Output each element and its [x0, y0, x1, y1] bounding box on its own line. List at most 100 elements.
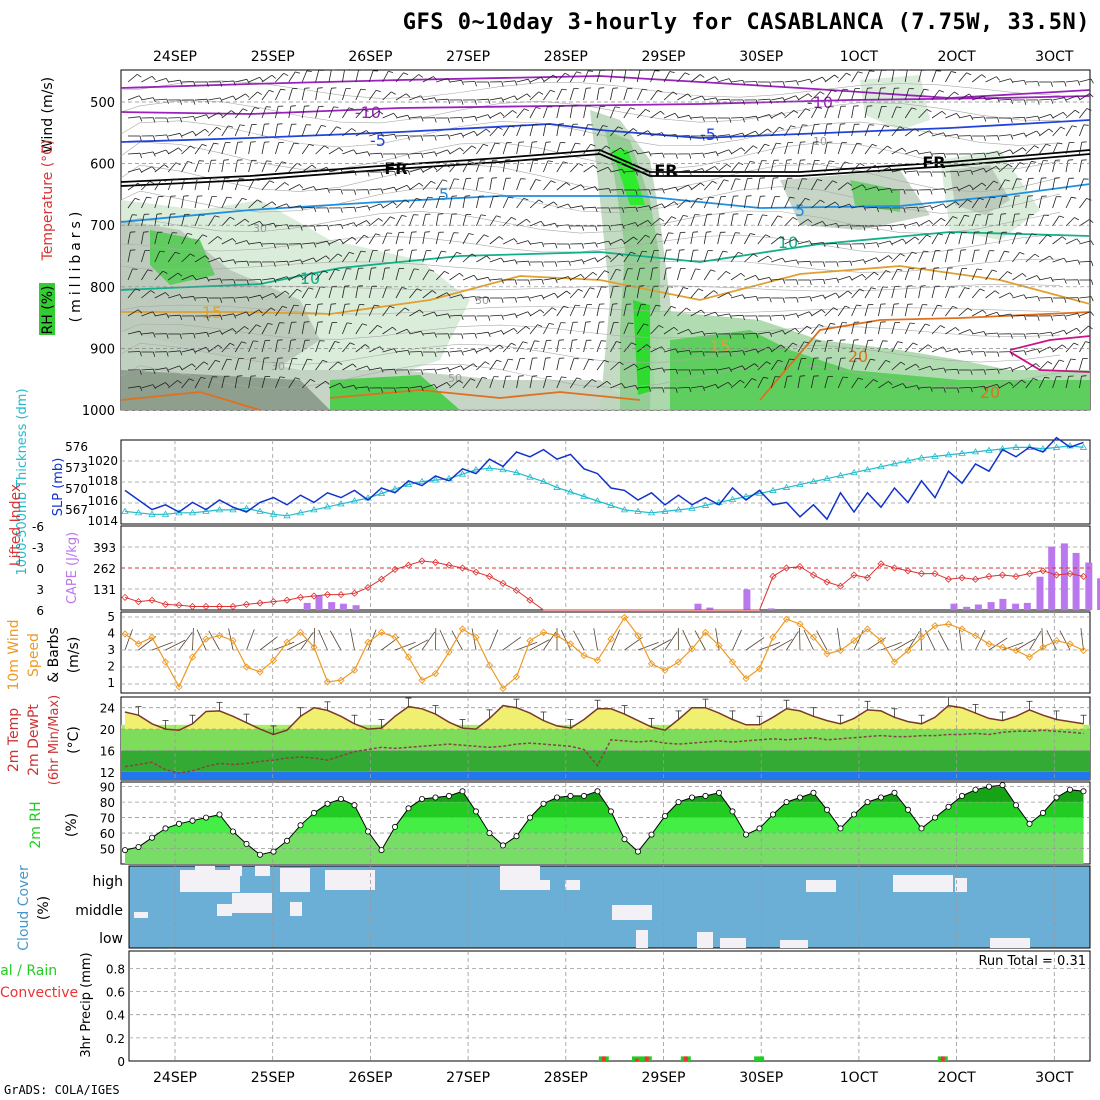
wind-barb-flag [911, 251, 917, 255]
cloud-block [500, 866, 540, 890]
wind-barb-flag [983, 351, 987, 357]
temp-contour [1009, 335, 1091, 351]
surface-barb [593, 628, 598, 651]
wind-barb [757, 377, 764, 389]
wind-barb [449, 196, 453, 209]
wind-barb [529, 242, 542, 245]
wind-barb [837, 72, 847, 83]
wind-barb-flag [722, 250, 728, 253]
wind-barb [985, 165, 997, 173]
wind-barb-flag [967, 199, 972, 203]
wind-barb [931, 233, 939, 245]
wind-barb [945, 268, 949, 281]
wind-barb-flag [284, 290, 290, 295]
wind-barb-flag [907, 69, 913, 71]
cape-bar [1097, 578, 1100, 610]
wind-barb-flag [393, 112, 398, 118]
wind-barb-flag [1037, 81, 1040, 87]
wind-barb-flag [367, 205, 371, 211]
wind-barb-flag [253, 340, 259, 342]
wind-barb-flag [394, 134, 397, 140]
wind-barb-flag [669, 71, 675, 73]
wind-barb-flag [635, 170, 638, 176]
wind-barb [529, 294, 542, 299]
wind-barb-flag [152, 311, 156, 317]
wind-barb-flag [930, 171, 933, 177]
wind-barb [1025, 348, 1038, 353]
wind-barb [623, 322, 629, 335]
wind-barb [556, 260, 569, 263]
wind-barb [275, 203, 287, 209]
wind-barb [127, 330, 140, 335]
wind-barb [1025, 333, 1038, 335]
cape-bar [352, 605, 360, 610]
wind-barb [301, 287, 309, 299]
wind-barb-flag [1071, 125, 1078, 128]
wind-barb [301, 164, 313, 173]
wind-barb-flag [246, 79, 250, 84]
wind-barb [583, 359, 590, 371]
wind-barb-flag [404, 199, 410, 203]
wind-barb-flag [470, 378, 476, 381]
wind-barb-flag [296, 288, 302, 292]
wind-barb-flag [401, 215, 407, 217]
wind-barb-flag [216, 126, 222, 131]
wind-barb [690, 288, 699, 299]
wind-barb [811, 294, 824, 299]
wind-barb [811, 142, 814, 155]
wind-barb-flag [755, 116, 759, 121]
wind-barb [891, 304, 895, 317]
wind-barb-flag [625, 69, 631, 71]
wind-barb [637, 220, 648, 227]
thickness-tick: 570 [65, 482, 88, 496]
wind-barb [369, 203, 381, 209]
wind-barb-flag [997, 351, 1000, 357]
wind-barb [489, 126, 499, 137]
wind-barb-flag [756, 315, 759, 321]
wind-barb [851, 106, 855, 119]
wind-barb [1012, 252, 1020, 263]
li-tick: 6 [36, 604, 44, 618]
top-date-label: 25SEP [251, 49, 295, 65]
rh-marker [972, 786, 979, 793]
wind-barb-flag [702, 369, 705, 375]
wind-barb [864, 271, 875, 281]
wind-barb-flag [683, 287, 689, 290]
wind-barb-flag [876, 225, 879, 231]
wind-barb [904, 322, 911, 335]
thickness-marker [337, 500, 345, 507]
wind-barb-flag [782, 97, 786, 103]
wind-barb-flag [969, 184, 974, 190]
wind-barb [663, 368, 677, 371]
wind-barb [462, 145, 473, 155]
wind-barb [127, 385, 140, 389]
wind-barb-flag [715, 135, 718, 141]
wind-barb [342, 342, 351, 353]
wind-barb [904, 286, 908, 299]
wind-barb-flag [488, 315, 491, 321]
wind-barb [610, 189, 623, 191]
wind-barb [904, 70, 908, 83]
wind-barb [878, 106, 882, 119]
wind-barb [770, 178, 774, 191]
wind-barb-flag [762, 214, 768, 216]
wind-barb-flag [648, 365, 652, 371]
wind-barb [462, 274, 475, 281]
wind-barb [730, 365, 743, 371]
wind-marker [512, 673, 521, 681]
wind-barb [730, 162, 739, 173]
wind-barb [998, 381, 1010, 389]
wind-barb [744, 348, 757, 353]
wind-barb [194, 160, 200, 173]
wind-barb-flag [1090, 296, 1094, 302]
wind-barb [583, 164, 594, 173]
wind-barb-flag [201, 143, 207, 147]
wind-barb [771, 112, 782, 119]
wind-barb [878, 125, 885, 137]
wind-barb-flag [1021, 379, 1026, 384]
wind-barb [971, 74, 982, 83]
wind-barb-flag [642, 88, 648, 91]
wind-barb [918, 386, 931, 389]
wind-barb-flag [672, 91, 678, 95]
profile-panel: -10-10-5 -5FR FR FR551010151520303050201030… [39, 69, 1094, 419]
